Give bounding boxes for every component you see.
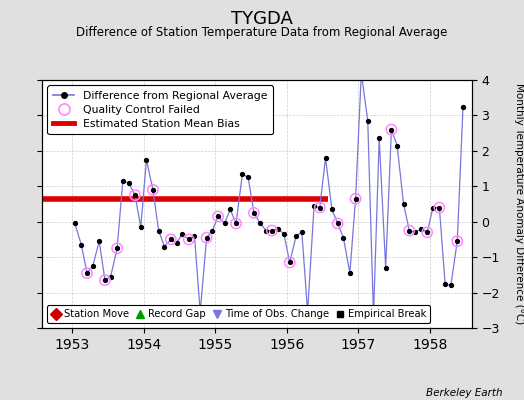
Point xyxy=(83,270,91,276)
Text: Berkeley Earth: Berkeley Earth xyxy=(427,388,503,398)
Text: TYGDA: TYGDA xyxy=(231,10,293,28)
Point xyxy=(369,312,378,319)
Point xyxy=(232,220,240,227)
Y-axis label: Monthly Temperature Anomaly Difference (°C): Monthly Temperature Anomaly Difference (… xyxy=(514,83,523,325)
Text: Difference of Station Temperature Data from Regional Average: Difference of Station Temperature Data f… xyxy=(77,26,447,39)
Point xyxy=(167,236,175,243)
Point xyxy=(214,213,222,220)
Legend: Station Move, Record Gap, Time of Obs. Change, Empirical Break: Station Move, Record Gap, Time of Obs. C… xyxy=(47,305,430,323)
Point xyxy=(250,210,258,216)
Point xyxy=(101,277,109,283)
Point xyxy=(453,238,462,244)
Point xyxy=(387,126,396,133)
Point xyxy=(405,227,413,234)
Point xyxy=(149,187,157,193)
Point xyxy=(202,234,211,241)
Point xyxy=(113,245,122,252)
Point xyxy=(131,192,139,198)
Point xyxy=(423,229,431,236)
Point xyxy=(286,259,294,266)
Point xyxy=(303,309,312,315)
Point xyxy=(315,204,324,211)
Point xyxy=(352,196,360,202)
Point xyxy=(184,236,193,243)
Point xyxy=(268,227,276,234)
Point xyxy=(333,220,342,227)
Point xyxy=(435,204,444,211)
